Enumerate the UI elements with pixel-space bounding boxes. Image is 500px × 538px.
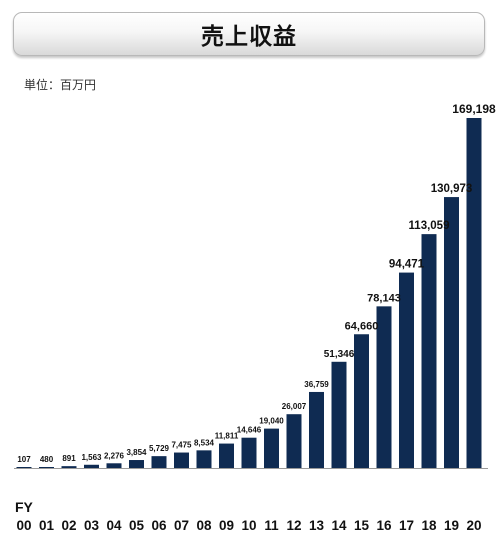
x-tick-fy20: 20: [466, 518, 481, 533]
title-banner: 売上収益: [13, 12, 485, 56]
bar-fy01: [39, 467, 54, 468]
x-tick-fy15: 15: [354, 518, 370, 533]
x-tick-fy00: 00: [16, 518, 31, 533]
value-label-fy05: 3,854: [126, 448, 147, 457]
x-tick-fy18: 18: [421, 518, 437, 533]
value-label-fy09: 11,811: [215, 432, 239, 441]
x-tick-fy13: 13: [309, 518, 325, 533]
bar-fy02: [61, 466, 77, 468]
value-label-fy11: 19,040: [259, 417, 284, 426]
x-tick-fy07: 07: [174, 518, 189, 533]
bar-fy07: [174, 452, 189, 468]
bar-fy15: [354, 334, 369, 468]
bars-group: [16, 118, 482, 468]
bar-fy06: [151, 456, 167, 468]
value-label-fy10: 14,646: [237, 426, 262, 435]
value-label-fy15: 64,660: [345, 320, 379, 332]
x-tick-fy04: 04: [106, 518, 122, 533]
x-tick-fy16: 16: [376, 518, 392, 533]
bar-fy09: [219, 443, 234, 468]
bar-fy12: [286, 414, 302, 468]
bar-fy19: [444, 197, 459, 468]
value-label-fy17: 94,471: [389, 259, 425, 271]
value-label-fy03: 1,563: [81, 453, 102, 462]
value-label-fy01: 480: [40, 455, 54, 464]
x-tick-fy03: 03: [84, 518, 100, 533]
x-tick-fy17: 17: [399, 518, 414, 533]
value-label-fy07: 7,475: [171, 441, 192, 450]
value-label-fy00: 107: [17, 455, 31, 464]
value-label-fy14: 51,346: [324, 349, 355, 360]
unit-label: 単位：百万円: [24, 78, 97, 92]
bar-fy04: [106, 463, 122, 468]
bar-fy13: [309, 391, 324, 468]
x-tick-fy19: 19: [444, 518, 459, 533]
x-tick-fy11: 11: [264, 518, 279, 533]
value-label-fy16: 78,143: [367, 292, 401, 304]
value-label-fy18: 113,059: [409, 220, 450, 232]
bar-fy03: [84, 464, 99, 468]
x-tick-fy06: 06: [151, 518, 167, 533]
value-label-fy13: 36,759: [304, 380, 329, 389]
value-label-fy19: 130,973: [431, 183, 473, 195]
chart-title: 売上収益: [201, 24, 297, 50]
bar-fy10: [241, 437, 257, 468]
value-labels-group: 107 480 891 1,563 2,276 3,854 5,729 7,475 8,5341…: [17, 102, 496, 464]
bar-fy16: [376, 306, 392, 468]
x-tick-fy02: 02: [61, 518, 76, 533]
bar-fy00: [16, 467, 32, 468]
bar-fy14: [331, 361, 347, 468]
x-tick-fy09: 09: [219, 518, 234, 533]
bar-fy05: [129, 460, 144, 468]
bar-fy20: [466, 118, 482, 468]
value-label-fy02: 891: [62, 454, 76, 463]
bar-fy18: [421, 234, 437, 468]
x-axis-title: FY: [15, 499, 34, 515]
x-tick-fy01: 01: [39, 518, 55, 533]
x-tick-labels-group: 00 01 02 03 04 05 06 07 08 09 10 11 12 13 14 15 16 17 18 19…: [16, 518, 481, 533]
x-tick-fy10: 10: [241, 518, 256, 533]
x-tick-fy14: 14: [331, 518, 347, 533]
value-label-fy12: 26,007: [282, 402, 307, 411]
bar-fy11: [264, 428, 279, 468]
x-tick-fy08: 08: [196, 518, 212, 533]
value-label-fy08: 8,534: [194, 438, 215, 447]
value-label-fy20: 169,198: [452, 102, 496, 116]
x-tick-fy12: 12: [286, 518, 301, 533]
bar-fy08: [196, 450, 212, 468]
value-label-fy06: 5,729: [149, 444, 170, 453]
value-label-fy04: 2,276: [104, 451, 125, 460]
x-tick-fy05: 05: [129, 518, 145, 533]
bar-fy17: [399, 272, 414, 468]
